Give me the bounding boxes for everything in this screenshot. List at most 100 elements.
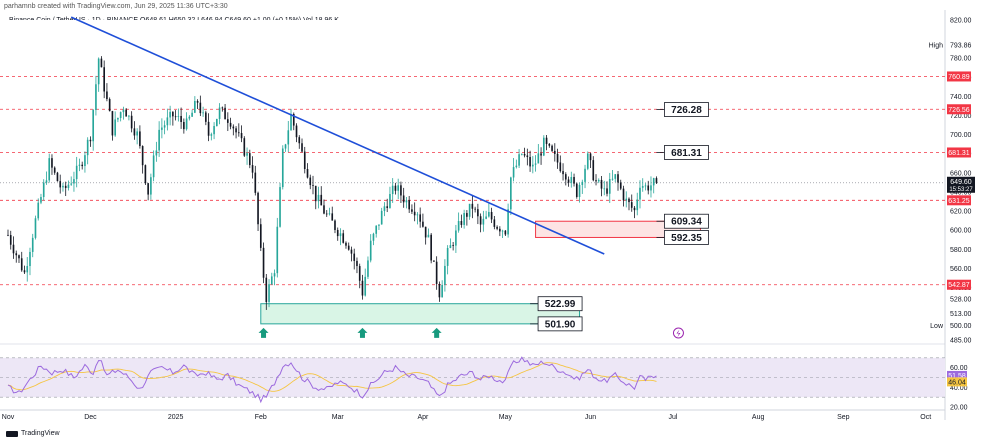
level-callouts: 726.28 681.31 609.34 592.35 522.99 501.90 [530, 102, 709, 332]
candle-body [334, 220, 336, 230]
candle-body [240, 133, 243, 139]
candle-body [100, 58, 103, 68]
candle-body [419, 214, 421, 222]
candle-body [408, 200, 410, 210]
callout-box-4[interactable] [537, 296, 583, 312]
demand-zone[interactable] [535, 220, 701, 238]
candle-body [133, 128, 136, 136]
candle-body [103, 67, 105, 92]
main-pane[interactable] [0, 20, 945, 340]
rsi-ma-text: 46.04 [948, 379, 966, 386]
level-badge-3 [947, 195, 971, 206]
candles [7, 56, 658, 310]
high-label: High [929, 42, 944, 49]
candle-body [422, 221, 424, 227]
footer-brand[interactable]: TradingView [6, 430, 60, 437]
candle-body [59, 181, 62, 188]
callout-label-4: 522.99 [545, 299, 576, 310]
price-tick-11: 600.00 [950, 228, 972, 235]
candle-body [18, 255, 20, 259]
candle-body [402, 195, 405, 203]
candle-body [180, 115, 182, 123]
candle-body [490, 211, 493, 220]
candle-body [413, 211, 416, 216]
level-badge-4 [947, 279, 971, 290]
candle-body [336, 229, 339, 237]
candle-body [438, 283, 441, 298]
candle-body [537, 153, 540, 164]
price-tick-12: 580.00 [950, 247, 972, 254]
candle-body [597, 179, 600, 182]
candle-body [70, 183, 73, 185]
rsi-tick-2: 20.00 [950, 405, 968, 412]
candle-body [56, 172, 59, 182]
callout-box-0[interactable] [664, 102, 709, 117]
price-tick-15: 528.00 [950, 296, 972, 303]
rsi-ma-line [7, 362, 657, 392]
candle-body [207, 121, 210, 136]
candle-body [312, 185, 314, 186]
candle-body [650, 185, 652, 191]
candle-body [317, 194, 320, 202]
candle-body [331, 213, 334, 221]
time-label-2: 2025 [168, 414, 184, 421]
candle-body [556, 153, 559, 163]
candle-body [619, 182, 622, 189]
candle-body [122, 109, 125, 113]
callout-box-3[interactable] [664, 230, 709, 245]
candle-body [287, 130, 290, 145]
support-zone[interactable] [260, 303, 581, 325]
candle-body [504, 230, 507, 235]
rsi-value-text: 51.58 [948, 373, 966, 380]
callout-box-1[interactable] [664, 145, 709, 160]
candle-body [213, 126, 215, 135]
candle-body [529, 157, 531, 167]
candle-body [383, 206, 386, 211]
candle-body [639, 187, 641, 200]
candle-body [655, 178, 658, 183]
level-badge-1 [947, 104, 971, 115]
candle-body [496, 226, 498, 229]
chart-background [0, 10, 946, 420]
candle-body [163, 125, 166, 128]
price-tick-17: 500.00 [950, 323, 972, 330]
candle-body [573, 177, 575, 184]
candle-body [625, 198, 628, 201]
candle-body [114, 119, 116, 136]
candle-body [199, 102, 202, 114]
candle-body [128, 115, 130, 117]
candle-body [575, 183, 578, 197]
candle-body [320, 194, 323, 206]
time-label-0: Nov [2, 414, 15, 421]
candle-body [158, 129, 160, 151]
candle-body [477, 209, 479, 217]
candle-body [570, 177, 573, 183]
candle-body [647, 185, 650, 191]
candle-body [183, 122, 185, 130]
candle-body [26, 266, 29, 273]
candle-body [216, 118, 218, 127]
candle-body [309, 177, 312, 186]
up-arrow-icon [357, 327, 368, 338]
candle-body [279, 187, 281, 227]
callout-box-2[interactable] [664, 213, 709, 229]
candle-body [284, 144, 287, 149]
candle-body [237, 132, 240, 134]
candle-body [499, 228, 501, 232]
trendline[interactable] [70, 16, 605, 255]
candle-body [405, 200, 408, 203]
candle-body [586, 153, 589, 169]
candle-body [446, 248, 449, 266]
callout-box-5[interactable] [537, 316, 583, 332]
candle-body [188, 116, 191, 119]
candle-body [400, 185, 402, 196]
candle-body [89, 139, 92, 142]
candle-body [84, 155, 86, 167]
level-badge-text-2: 681.31 [948, 150, 970, 157]
rsi-line[interactable] [7, 356, 657, 404]
candle-body [358, 266, 361, 281]
rsi-pane [0, 356, 945, 404]
candle-body [526, 155, 529, 158]
candle-body [457, 221, 460, 231]
